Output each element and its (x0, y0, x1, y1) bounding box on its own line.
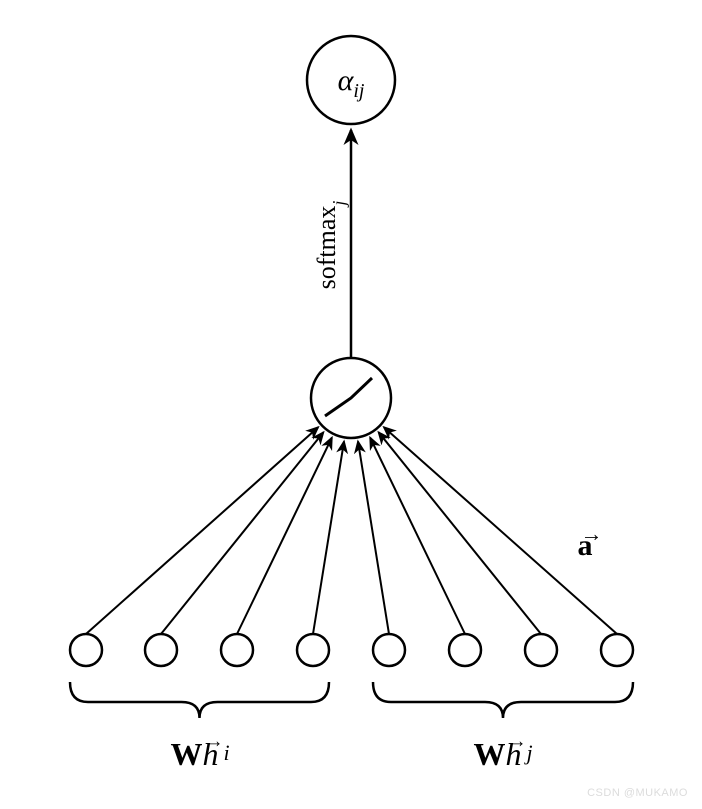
input-node (297, 634, 329, 666)
brace-label-left: Wh→i (170, 731, 229, 772)
a-vector-label: a→ (578, 521, 603, 562)
input-node (373, 634, 405, 666)
fan-arrow (313, 441, 344, 634)
watermark: CSDN @MUKAMO (587, 787, 688, 799)
input-node (145, 634, 177, 666)
brace-right (373, 682, 633, 718)
fan-arrow (86, 427, 318, 634)
input-node (449, 634, 481, 666)
softmax-label: softmaxj (312, 201, 349, 290)
input-node (70, 634, 102, 666)
input-node (601, 634, 633, 666)
brace-label-right: Wh→j (473, 731, 532, 772)
fan-arrow (379, 432, 541, 634)
input-node (221, 634, 253, 666)
fan-arrow (358, 441, 389, 634)
brace-left (70, 682, 329, 718)
input-node (525, 634, 557, 666)
fan-arrows-group (86, 427, 617, 634)
input-nodes-group (70, 634, 633, 666)
fan-arrow (161, 432, 323, 634)
